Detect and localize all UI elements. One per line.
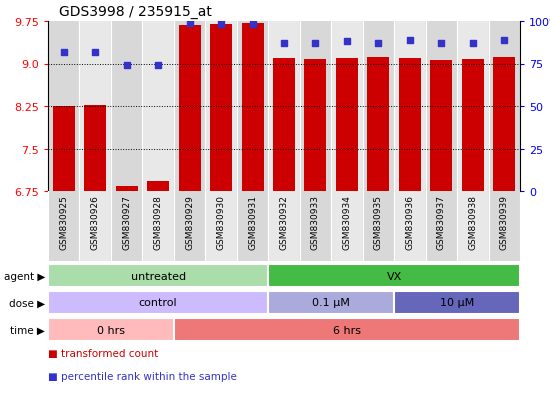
Text: control: control [139, 298, 178, 308]
Point [437, 41, 446, 47]
Bar [53, 107, 75, 192]
Bar [237, 22, 268, 192]
Point [343, 39, 351, 45]
Text: VX: VX [387, 271, 402, 281]
Bar [394, 22, 426, 192]
Text: GSM830936: GSM830936 [405, 195, 414, 250]
Bar [488, 192, 520, 261]
Text: GSM830930: GSM830930 [217, 195, 226, 250]
Point [248, 22, 257, 28]
Point [279, 41, 288, 47]
Bar [205, 192, 237, 261]
Bar [174, 318, 520, 341]
Text: GSM830934: GSM830934 [343, 195, 351, 250]
Point [122, 63, 131, 69]
Point [311, 41, 320, 47]
Bar [205, 22, 237, 192]
Text: 0 hrs: 0 hrs [97, 325, 125, 335]
Bar [394, 292, 520, 314]
Point [405, 37, 414, 44]
Bar [48, 22, 79, 192]
Bar [457, 192, 488, 261]
Bar [305, 60, 327, 192]
Bar [336, 59, 358, 192]
Bar [84, 106, 106, 192]
Bar [268, 192, 300, 261]
Text: GDS3998 / 235915_at: GDS3998 / 235915_at [59, 5, 212, 19]
Bar [331, 22, 362, 192]
Point [374, 41, 383, 47]
Bar [268, 292, 394, 314]
Point [59, 49, 68, 56]
Text: GSM830932: GSM830932 [279, 195, 289, 250]
Bar [367, 57, 389, 192]
Bar [48, 318, 174, 341]
Bar [300, 192, 331, 261]
Bar [210, 25, 232, 192]
Text: time ▶: time ▶ [10, 325, 45, 335]
Bar [268, 22, 300, 192]
Text: GSM830927: GSM830927 [122, 195, 131, 250]
Bar [111, 192, 142, 261]
Bar [48, 292, 268, 314]
Bar [179, 26, 201, 192]
Bar [48, 265, 268, 287]
Text: GSM830937: GSM830937 [437, 195, 446, 250]
Text: GSM830929: GSM830929 [185, 195, 194, 250]
Bar [426, 192, 457, 261]
Text: GSM830925: GSM830925 [59, 195, 68, 250]
Text: 0.1 μM: 0.1 μM [312, 298, 350, 308]
Bar [147, 182, 169, 192]
Bar [462, 60, 484, 192]
Bar [79, 192, 111, 261]
Text: GSM830939: GSM830939 [500, 195, 509, 250]
Point [469, 41, 477, 47]
Text: untreated: untreated [130, 271, 186, 281]
Bar [241, 24, 263, 192]
Text: GSM830935: GSM830935 [374, 195, 383, 250]
Bar [493, 57, 515, 192]
Bar [237, 192, 268, 261]
Bar [142, 22, 174, 192]
Bar [79, 22, 111, 192]
Text: 10 μM: 10 μM [440, 298, 474, 308]
Text: GSM830928: GSM830928 [153, 195, 163, 250]
Point [185, 20, 194, 27]
Bar [174, 192, 205, 261]
Bar [48, 192, 79, 261]
Bar [142, 192, 174, 261]
Bar [273, 59, 295, 192]
Text: agent ▶: agent ▶ [4, 271, 45, 281]
Text: GSM830933: GSM830933 [311, 195, 320, 250]
Text: dose ▶: dose ▶ [9, 298, 45, 308]
Text: GSM830938: GSM830938 [468, 195, 477, 250]
Bar [430, 61, 452, 192]
Bar [300, 22, 331, 192]
Text: 6 hrs: 6 hrs [333, 325, 361, 335]
Bar [457, 22, 488, 192]
Bar [394, 192, 426, 261]
Text: GSM830926: GSM830926 [91, 195, 100, 250]
Point [154, 63, 163, 69]
Bar [174, 22, 205, 192]
Bar [399, 59, 421, 192]
Bar [111, 22, 142, 192]
Text: ■ transformed count: ■ transformed count [48, 348, 158, 358]
Point [91, 49, 100, 56]
Point [217, 22, 226, 28]
Text: ■ percentile rank within the sample: ■ percentile rank within the sample [48, 371, 237, 381]
Bar [331, 192, 362, 261]
Bar [362, 22, 394, 192]
Bar [488, 22, 520, 192]
Point [500, 37, 509, 44]
Bar [268, 265, 520, 287]
Bar [116, 186, 138, 192]
Text: GSM830931: GSM830931 [248, 195, 257, 250]
Bar [362, 192, 394, 261]
Bar [426, 22, 457, 192]
